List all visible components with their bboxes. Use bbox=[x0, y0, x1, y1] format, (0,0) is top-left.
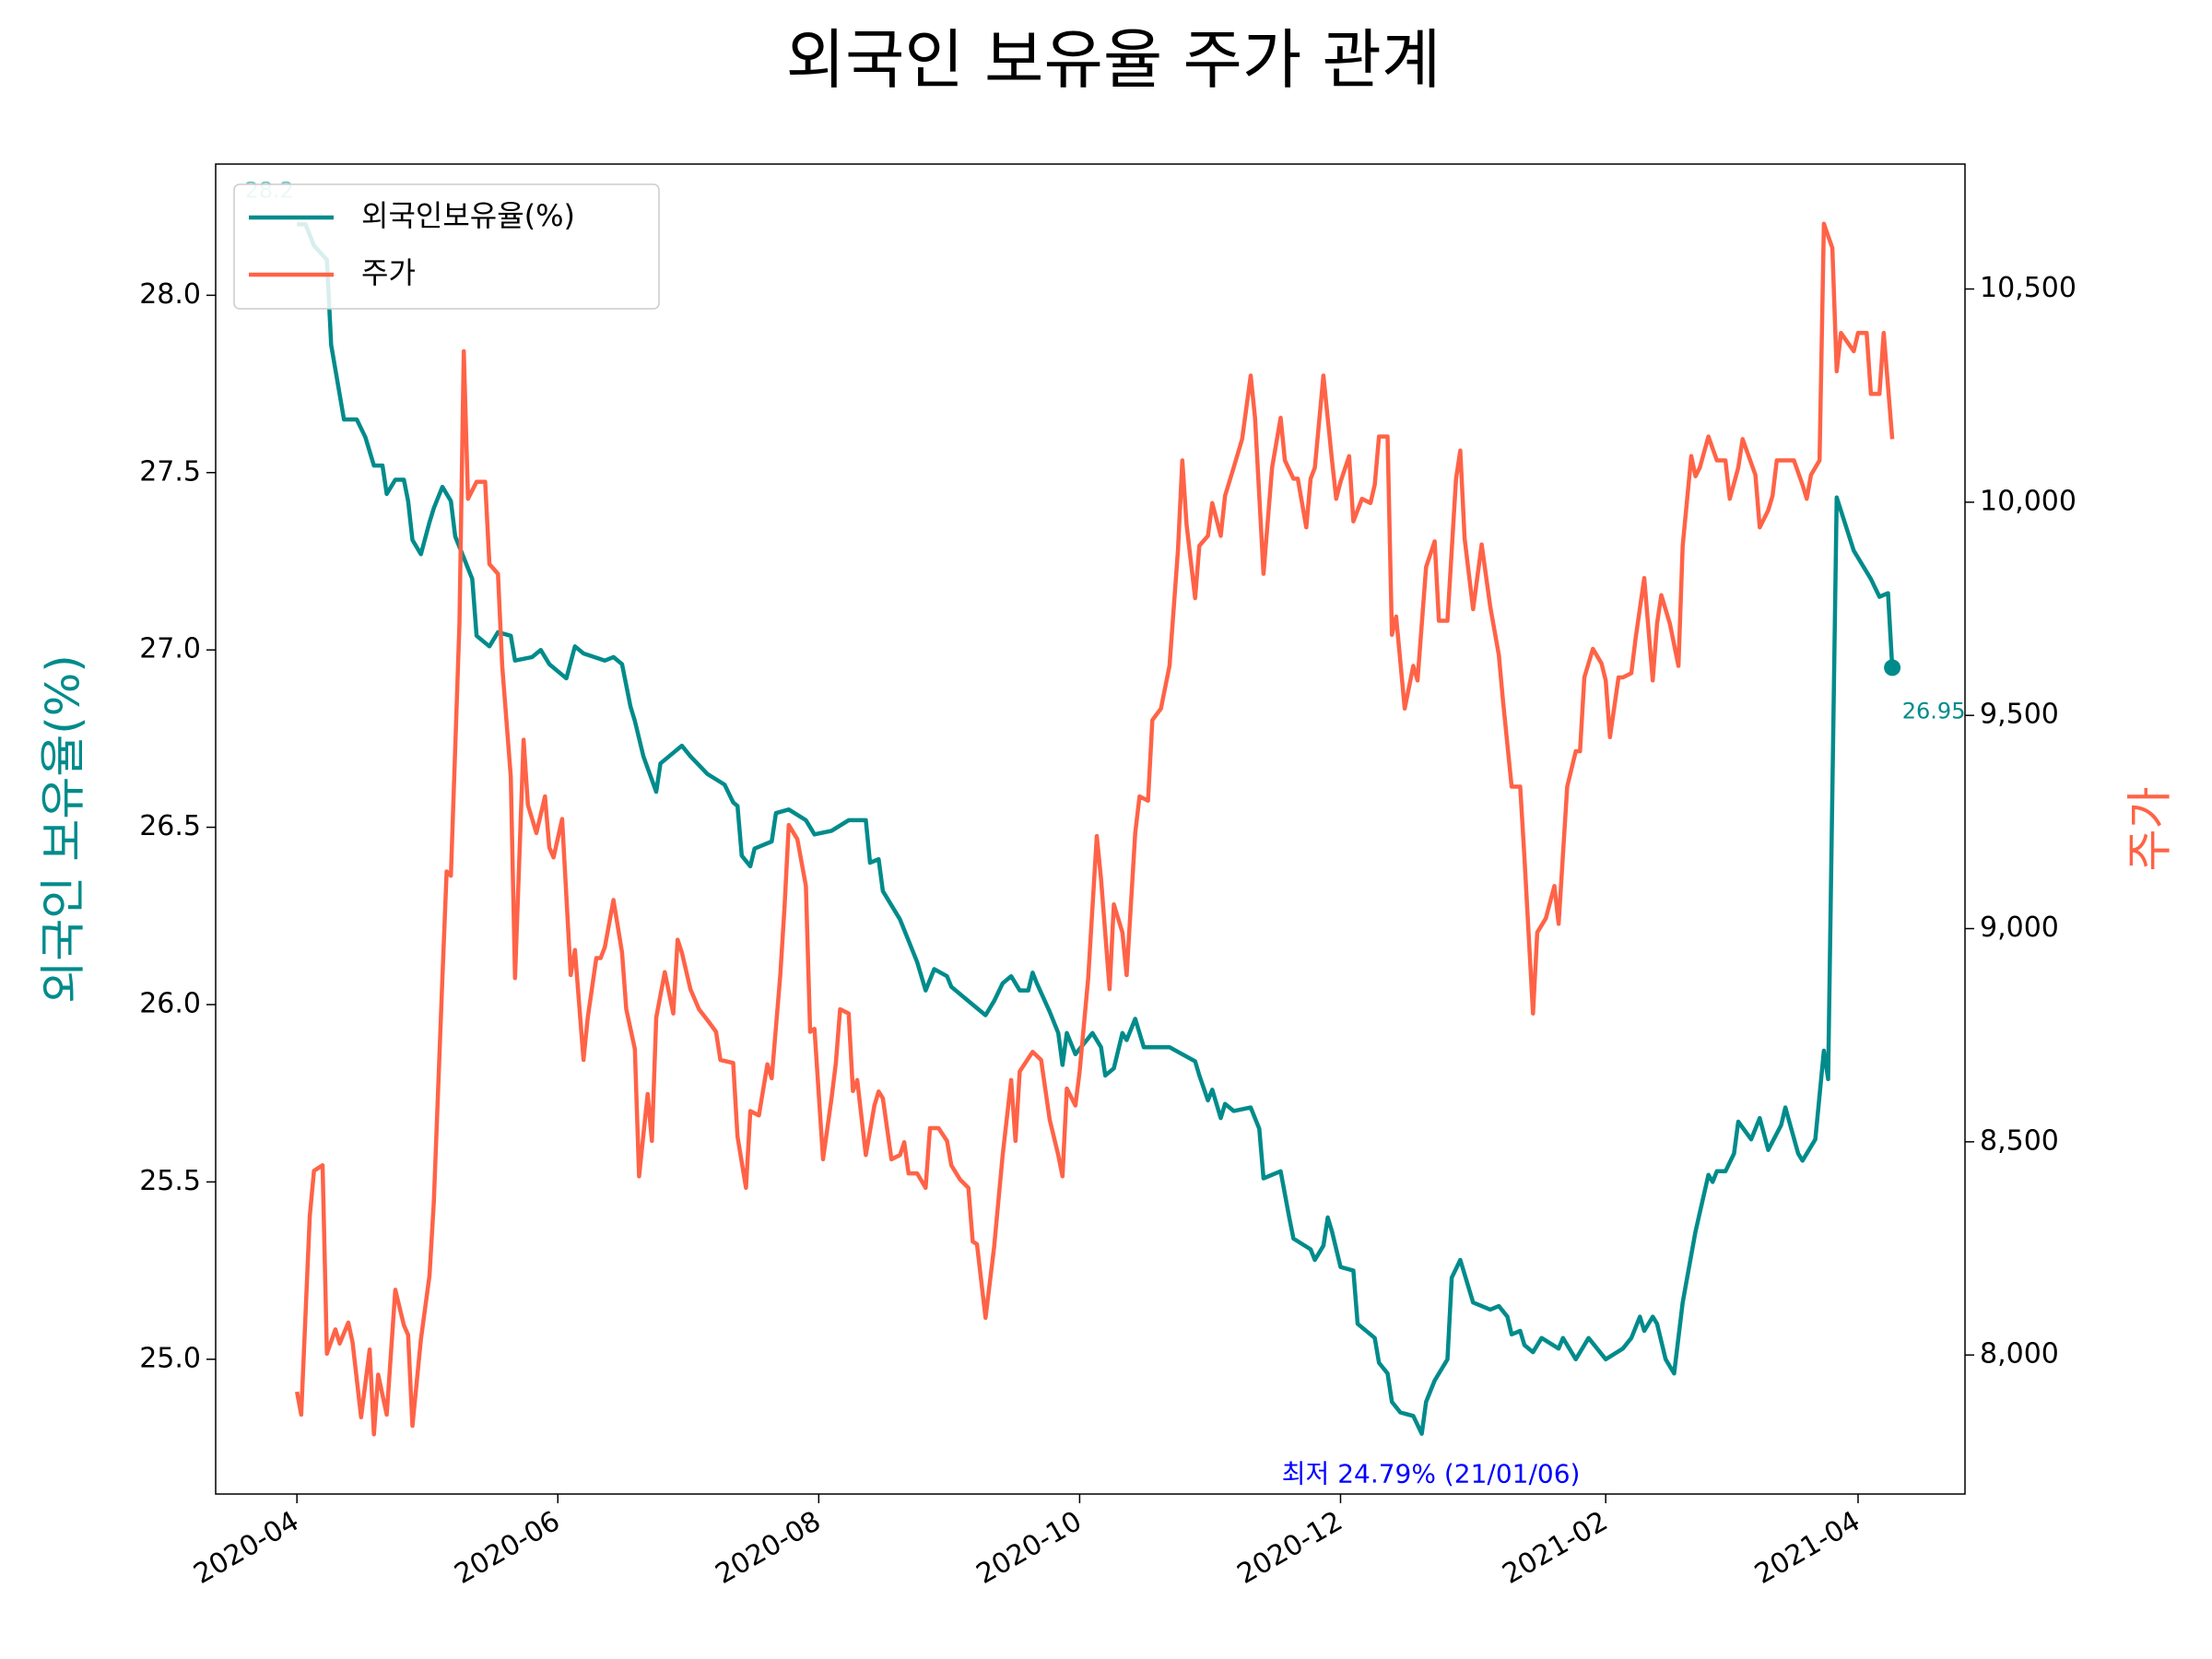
y2-tick-label: 8,000 bbox=[1980, 1338, 2059, 1371]
y-axis-label: 외국인 보유율(%) bbox=[37, 654, 90, 1003]
annotation: 최저 24.79% (21/01/06) bbox=[1282, 1459, 1581, 1489]
y2-tick-label: 10,000 bbox=[1980, 485, 2077, 517]
data-label: 26.95 bbox=[1902, 698, 1966, 724]
y-tick-label: 25.0 bbox=[139, 1342, 201, 1374]
y-tick-label: 27.0 bbox=[139, 633, 201, 665]
y-tick-label: 28.0 bbox=[139, 278, 201, 311]
y2-tick-label: 9,500 bbox=[1980, 699, 2059, 731]
plot-frame bbox=[215, 163, 1966, 1495]
series-line bbox=[294, 221, 1895, 1437]
y2-tick-label: 8,500 bbox=[1980, 1124, 2059, 1157]
legend-label: 외국인보유율(%) bbox=[361, 198, 575, 233]
legend-label: 주가 bbox=[361, 255, 416, 290]
y2-axis-label: 주가 bbox=[2124, 787, 2177, 872]
chart-title: 외국인 보유율 주가 관계 bbox=[786, 22, 1441, 98]
y2-tick-label: 10,500 bbox=[1980, 272, 2077, 304]
y-tick-label: 26.0 bbox=[139, 987, 201, 1019]
y-tick-label: 26.5 bbox=[139, 810, 201, 842]
end-point bbox=[1884, 659, 1901, 677]
y-tick-label: 27.5 bbox=[139, 455, 201, 488]
y2-tick-label: 9,000 bbox=[1980, 912, 2059, 944]
series-line bbox=[297, 222, 1895, 1436]
y-tick-label: 25.5 bbox=[139, 1165, 201, 1197]
legend-box bbox=[233, 183, 660, 310]
